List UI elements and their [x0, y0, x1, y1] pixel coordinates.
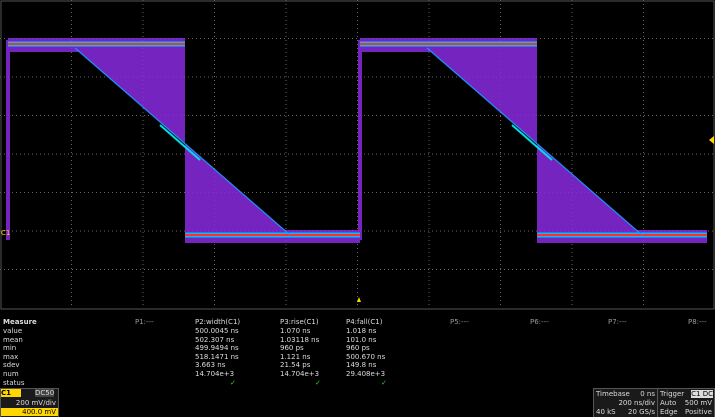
trigger-level-marker: [709, 136, 714, 144]
timebase-box: Timebase 0 ns 200 ns/div 40 kS 20 GS/s: [593, 388, 658, 417]
measure-value: 499.9494 ns: [195, 344, 239, 353]
column-header: P5:---: [450, 318, 469, 326]
trigger-time-marker: [357, 297, 361, 302]
measure-value: 3.663 ns: [195, 361, 226, 370]
row-label: sdev: [3, 361, 20, 370]
measure-value: 1.121 ns: [280, 352, 311, 361]
timebase-title: Timebase: [596, 390, 630, 398]
channel-coupling: DC50: [35, 389, 55, 397]
grid: [0, 0, 715, 308]
timebase-samples: 40 kS: [596, 408, 616, 416]
status-check: ✓: [381, 378, 387, 387]
row-label: max: [3, 352, 19, 361]
channel-label: C1: [1, 389, 21, 397]
measure-value: 21.54 ps: [280, 361, 311, 370]
timebase-scale: 200 ns/div: [618, 399, 655, 407]
column-header: P4:fall(C1): [346, 318, 383, 326]
channel-offset: 400.0 mV: [1, 408, 58, 416]
trigger-type: Edge: [660, 408, 678, 416]
trigger-title: Trigger: [660, 390, 685, 398]
measure-value: 960 ps: [280, 344, 304, 353]
measure-value: 1.070 ns: [280, 327, 311, 335]
row-label: num: [3, 370, 19, 378]
trigger-source: C1 DC: [691, 390, 713, 398]
timebase-rate: 20 GS/s: [627, 408, 655, 416]
trigger-slope: Positive: [685, 408, 712, 416]
timebase-delay: 0 ns: [640, 390, 655, 398]
measure-value: 1.018 ns: [346, 327, 377, 335]
trigger-mode: Auto: [660, 399, 677, 407]
measure-value: 29.408e+3: [346, 370, 386, 378]
column-header: P8:---: [688, 318, 707, 326]
column-header: P1:---: [135, 318, 154, 326]
measure-value: 149.8 ns: [346, 361, 377, 370]
row-label: status: [3, 378, 25, 387]
column-header: P2:width(C1): [195, 318, 241, 326]
measure-title: Measure: [3, 318, 37, 326]
waveform-envelope: [6, 38, 707, 243]
waveform-display: C1: [0, 0, 715, 310]
row-label: mean: [3, 335, 23, 344]
row-label: min: [3, 344, 17, 353]
measure-value: 502.307 ns: [195, 335, 235, 344]
status-check: ✓: [315, 378, 321, 387]
measure-value: 518.1471 ns: [195, 352, 239, 361]
measure-value: 500.0045 ns: [195, 327, 239, 335]
measure-value: 500.670 ns: [346, 352, 386, 361]
trigger-level: 500 mV: [684, 399, 712, 407]
row-label: value: [3, 327, 23, 335]
measure-value: 14.704e+3: [195, 370, 235, 378]
channel-box: C1 DC50 200 mV/div 400.0 mV: [0, 388, 59, 417]
channel-scale: 200 mV/div: [15, 399, 56, 407]
measure-value: 960 ps: [346, 344, 370, 353]
waveform-trace: [8, 41, 707, 238]
column-header: P6:---: [530, 318, 549, 326]
measure-value: 14.704e+3: [280, 370, 320, 378]
measure-value: 1.03118 ns: [280, 335, 320, 344]
column-header: P7:---: [608, 318, 627, 326]
measure-value: 101.0 ns: [346, 335, 377, 344]
status-check: ✓: [230, 378, 236, 387]
trigger-box: Trigger C1 DC Auto 500 mV Edge Positive: [657, 388, 715, 417]
column-header: P3:rise(C1): [280, 318, 319, 326]
grid-border: [0, 0, 715, 310]
trace-label: C1: [1, 229, 10, 237]
